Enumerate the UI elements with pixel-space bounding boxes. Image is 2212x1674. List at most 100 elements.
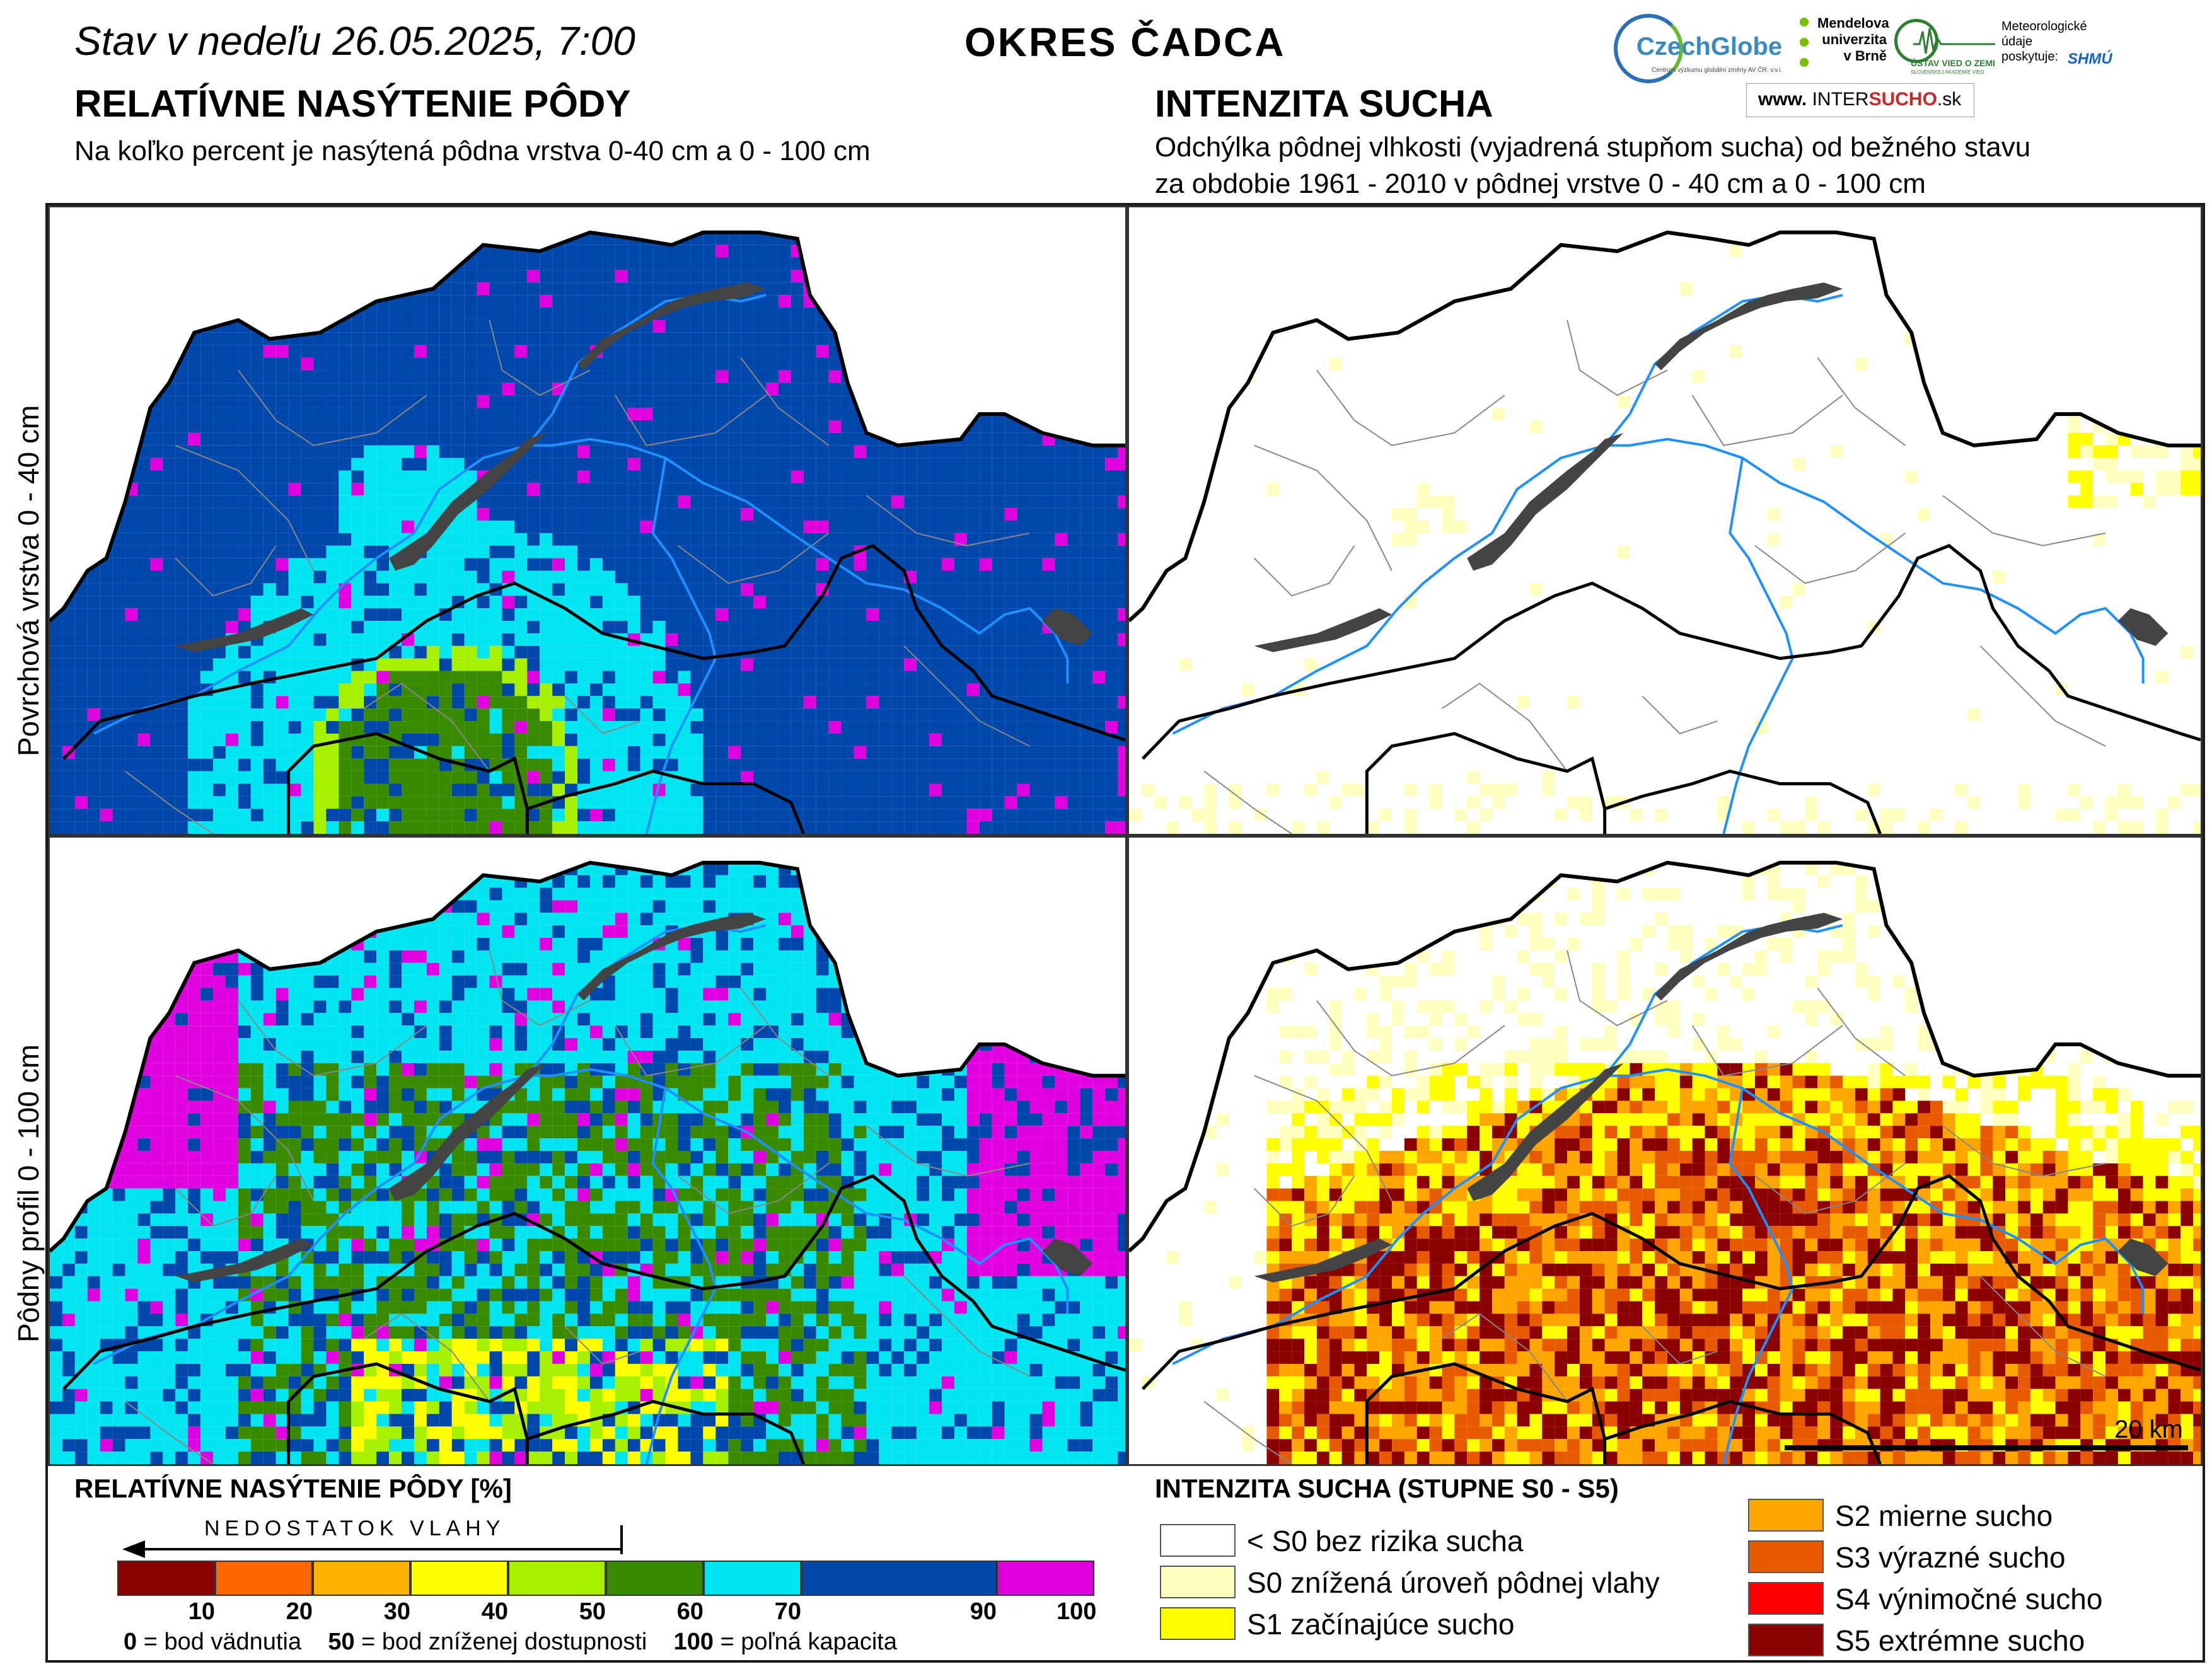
district-boundary	[1254, 1075, 1393, 1201]
saturation-bin	[801, 1561, 997, 1596]
drought-swatch	[1748, 1499, 1824, 1532]
district-boundary	[740, 987, 830, 1077]
saturation-bin	[215, 1561, 313, 1596]
row-label-top: Povrchová vrstva 0 - 40 cm	[12, 405, 45, 756]
reservoir-shape	[1042, 1238, 1093, 1276]
river-line	[1604, 924, 1843, 1077]
reservoir-shape	[1254, 1238, 1393, 1283]
drought-label: S2 mierne sucho	[1835, 1499, 2053, 1532]
district-boundary	[1253, 545, 1355, 597]
district-boundary	[238, 1000, 427, 1077]
district-border-thick	[1365, 1362, 1607, 1464]
district-boundary	[1254, 444, 1393, 571]
right-section-title: INTENZITA SUCHA	[1155, 83, 1493, 125]
drought-cells-topsoil	[1129, 232, 2201, 834]
reservoir-shape	[1467, 1063, 1624, 1201]
river-line	[552, 1068, 1069, 1314]
map-saturation-profile[interactable]	[48, 836, 1127, 1466]
status-date: Stav v nedeľu 26.05.2025, 7:00	[74, 18, 635, 64]
district-border-thick	[1604, 770, 1882, 834]
drought-label: S0 znížená úroveň pôdnej vlahy	[1247, 1566, 1660, 1599]
district-boundary	[1942, 495, 2106, 546]
river-line	[1630, 1068, 2145, 1314]
drought-legend-title: INTENZITA SUCHA (STUPNE S0 - S5)	[1155, 1474, 1619, 1503]
district-border-thick	[1142, 581, 1831, 760]
district-boundary	[1253, 1175, 1355, 1227]
right-section-subtitle-2: za obdobie 1961 - 2010 v pôdnej vrstve 0…	[1155, 168, 1926, 199]
reservoir-shape	[1042, 608, 1093, 646]
left-section-subtitle: Na koľko percent je nasýtená pôdna vrstv…	[74, 136, 871, 166]
reservoir-shape	[2117, 1238, 2169, 1276]
district-boundary	[564, 695, 641, 735]
district-boundary	[1942, 1125, 2106, 1177]
map-saturation-topsoil[interactable]	[48, 205, 1127, 836]
district-boundary	[363, 683, 490, 772]
district-boundary	[175, 1175, 277, 1227]
district-border-thick	[753, 1174, 1125, 1372]
saturation-legend: RELATÍVNE NASÝTENIE PÔDY [%] NEDOSTATOK …	[48, 1466, 1127, 1663]
logo-czechglobe: CzechGlobe Centrum výzkumu globální změn…	[1614, 14, 1797, 83]
district-border-thick	[753, 543, 1125, 742]
reservoir-shape	[2117, 608, 2169, 646]
scale-bar: 20 km	[1785, 1416, 2188, 1450]
district-boundary	[175, 545, 277, 597]
district-boundary	[1203, 1400, 1292, 1464]
logo-mendelu: Mendelova univerzita v Brně	[1800, 13, 1894, 88]
district-border-thick	[287, 1362, 529, 1464]
reservoir-shape	[175, 1238, 314, 1283]
logo-intersucho[interactable]: www. INTERSUCHO.sk	[1746, 83, 1974, 117]
map-drought-topsoil[interactable]	[1127, 205, 2203, 836]
river-line	[552, 437, 1069, 684]
saturation-tick-label: 50	[579, 1598, 606, 1625]
district-border-thick	[1829, 543, 2201, 742]
reservoir-shape	[389, 432, 547, 571]
district-boundary	[1691, 1025, 1843, 1077]
drought-label: S4 výnimočné sucho	[1835, 1583, 2103, 1615]
reservoir-shape	[577, 913, 767, 1001]
saturation-tick-label: 70	[774, 1598, 801, 1625]
drought-swatch	[1160, 1524, 1236, 1557]
saturation-bin	[997, 1561, 1094, 1596]
river-line	[1604, 294, 1843, 446]
district-border-thick	[62, 1211, 754, 1390]
logo-uvz: ÚSTAV VIED O ZEMI SLOVENSKEJ AKADÉMIE VI…	[1894, 19, 1998, 82]
river-line	[1722, 1088, 1794, 1464]
district-boundary	[1566, 320, 1668, 396]
drought-cells-profile	[1129, 862, 2201, 1464]
saturation-tick-label: 20	[286, 1598, 313, 1625]
saturation-tick-label: 30	[383, 1598, 410, 1625]
saturation-color-bar	[117, 1561, 1094, 1596]
river-line	[526, 294, 767, 446]
district-boundary	[1441, 1313, 1568, 1402]
drought-swatch	[1160, 1607, 1236, 1640]
map-drought-profile[interactable]: 20 km	[1127, 836, 2203, 1466]
drought-label: S3 výrazné sucho	[1835, 1541, 2066, 1574]
district-border-thick	[526, 770, 806, 834]
district-border-thick	[526, 1400, 806, 1464]
river-line	[1630, 437, 2145, 684]
drought-swatch	[1160, 1566, 1236, 1598]
district-border-thick	[287, 732, 529, 834]
district-boundary	[1817, 357, 1906, 446]
district-boundary	[1754, 1163, 1906, 1215]
river-line	[645, 1088, 717, 1464]
status-prefix: Stav v nedeľu	[74, 18, 321, 64]
logo-shmu: Meteorologické údaje poskytuje: SHMÚ	[2001, 20, 2112, 67]
saturation-bin	[508, 1561, 606, 1596]
district-boundary	[1441, 683, 1568, 772]
district-boundary	[363, 1313, 490, 1402]
district-boundary	[124, 1400, 214, 1464]
district-boundary	[489, 320, 591, 396]
district-boundary	[866, 1125, 1030, 1177]
district-boundary	[1203, 770, 1292, 834]
row-label-bottom: Pôdny profil 0 - 100 cm	[12, 1044, 45, 1342]
drought-legend: INTENZITA SUCHA (STUPNE S0 - S5) < S0 be…	[1127, 1466, 2203, 1663]
saturation-tick-label: 60	[676, 1598, 704, 1625]
reservoir-shape	[389, 1063, 547, 1201]
right-section-subtitle-1: Odchýlka pôdnej vlhkosti (vyjadrená stup…	[1155, 132, 2031, 163]
drought-swatch	[1748, 1624, 1824, 1656]
district-boundary	[677, 533, 830, 584]
reservoir-shape	[1254, 608, 1393, 652]
district-boundary	[124, 770, 214, 834]
saturation-notes: 0 = bod vädnutia 50 = bod zníženej dostu…	[124, 1629, 898, 1655]
